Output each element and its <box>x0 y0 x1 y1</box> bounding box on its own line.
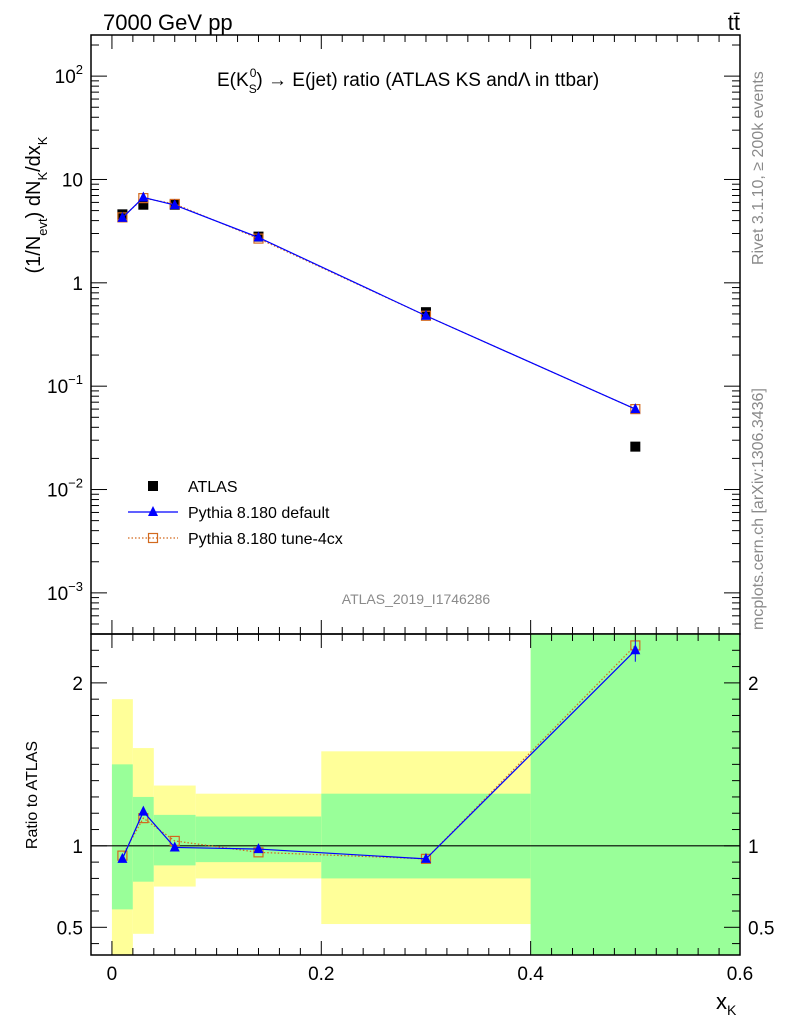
main-y-tick-label: 10−2 <box>47 476 83 502</box>
uncertainty-band-inner-3 <box>195 816 322 863</box>
pythia-default-point <box>138 191 149 202</box>
analysis-watermark: ATLAS_2019_I1746286 <box>342 591 491 607</box>
rivet-label: Rivet 3.1.10, ≥ 200k events <box>750 71 767 265</box>
uncertainty-band-inner-2 <box>153 814 196 866</box>
uncertainty-band-inner-5 <box>530 634 740 955</box>
legend-marker-default <box>148 506 158 516</box>
legend-entry-tune: Pythia 8.180 tune-4cx <box>128 531 343 548</box>
main-y-tick-label: 102 <box>55 62 83 88</box>
xlabel-sub: K <box>727 1002 737 1018</box>
ratio-pythia-default-point <box>420 852 431 863</box>
ratio-y-tick-label: 0.5 <box>57 918 83 939</box>
ratio-pythia-default-point <box>117 852 128 863</box>
ratio-pythia-default-line <box>121 649 636 860</box>
pythia-default-point <box>169 199 180 210</box>
process-label: tt̄ <box>728 10 740 35</box>
title-post: ) → E(jet) ratio (ATLAS KS andΛ in ttbar… <box>256 70 599 91</box>
pythia-default-point <box>117 211 128 222</box>
ratio-plot: 0 0.2 0.4 0.6 0.5 0.5 1 1 2 2 <box>57 633 774 985</box>
pythia-default-line <box>121 196 636 410</box>
x-tick-label: 0.2 <box>308 964 334 985</box>
title-sub: S <box>249 82 257 96</box>
legend-label-tune: Pythia 8.180 tune-4cx <box>188 531 343 548</box>
pythia-default-point <box>630 403 641 414</box>
ratio-pythia-default-point <box>169 841 180 852</box>
ratio-y-tick-label-right: 0.5 <box>748 918 774 939</box>
x-tick-label: 0 <box>107 964 118 985</box>
x-tick-label: 0.4 <box>517 964 544 985</box>
legend-entry-atlas: ATLAS <box>148 479 238 496</box>
pythia-default-point <box>420 309 431 320</box>
energy-label: 7000 GeV pp <box>103 10 233 35</box>
ratio-y-tick-label-right: 1 <box>748 837 759 858</box>
uncertainty-band-inner-0 <box>111 764 133 910</box>
ratio-xlabel: xK <box>716 989 737 1018</box>
ratio-pythia-default-point <box>253 843 264 854</box>
ylabel-b-sub: K <box>35 172 50 181</box>
ylabel-a: (1/N <box>23 236 45 274</box>
pythia-default-point <box>253 231 264 242</box>
x-tick-label: 0.6 <box>727 964 753 985</box>
mcplots-label: mcplots.cern.ch [arXiv:1306.3436] <box>750 388 767 630</box>
main-y-tick-label: 10 <box>62 170 83 191</box>
legend-label-default: Pythia 8.180 default <box>188 505 330 522</box>
ylabel-c-sub: K <box>35 136 50 145</box>
legend-label-atlas: ATLAS <box>188 479 238 496</box>
main-y-tick-label: 10−1 <box>47 372 83 398</box>
main-plot: 10−3 10−2 10−1 1 10 102 <box>47 34 741 635</box>
uncertainty-band-inner-4 <box>321 793 531 879</box>
ratio-frame <box>90 633 741 956</box>
ratio-y-tick-label: 2 <box>72 674 83 695</box>
ratio-y-tick-label: 1 <box>72 837 83 858</box>
plot-title: E(KS 0) → E(jet) ratio (ATLAS KS andΛ in … <box>217 66 599 96</box>
main-y-tick-label: 10−3 <box>47 579 83 605</box>
ratio-y-tick-label-right: 2 <box>748 674 759 695</box>
ratio-ylabel: Ratio to ATLAS <box>24 741 41 849</box>
ylabel-b: ) dN <box>23 181 45 219</box>
legend-marker-atlas <box>148 481 158 491</box>
pythia-tune4cx-line <box>121 197 636 410</box>
legend: ATLAS Pythia 8.180 default Pythia 8.180 … <box>128 479 343 548</box>
ratio-pythia-tune4cx-line <box>121 644 636 860</box>
legend-entry-default: Pythia 8.180 default <box>128 505 330 522</box>
ratio-pythia-default-point <box>138 805 149 816</box>
ylabel-c: /dx <box>23 145 45 172</box>
legend-marker-tune <box>147 532 159 544</box>
title-pre: E(K <box>217 70 249 91</box>
main-y-tick-label: 1 <box>72 274 83 295</box>
xlabel-main: x <box>716 989 727 1014</box>
atlas-data-point <box>630 441 641 452</box>
title-sup: 0 <box>250 66 257 80</box>
ylabel-a-sub: evt <box>35 218 50 236</box>
main-ylabel: (1/Nevt) dNK/dxK <box>23 136 50 273</box>
atlas-data-point <box>138 199 149 210</box>
